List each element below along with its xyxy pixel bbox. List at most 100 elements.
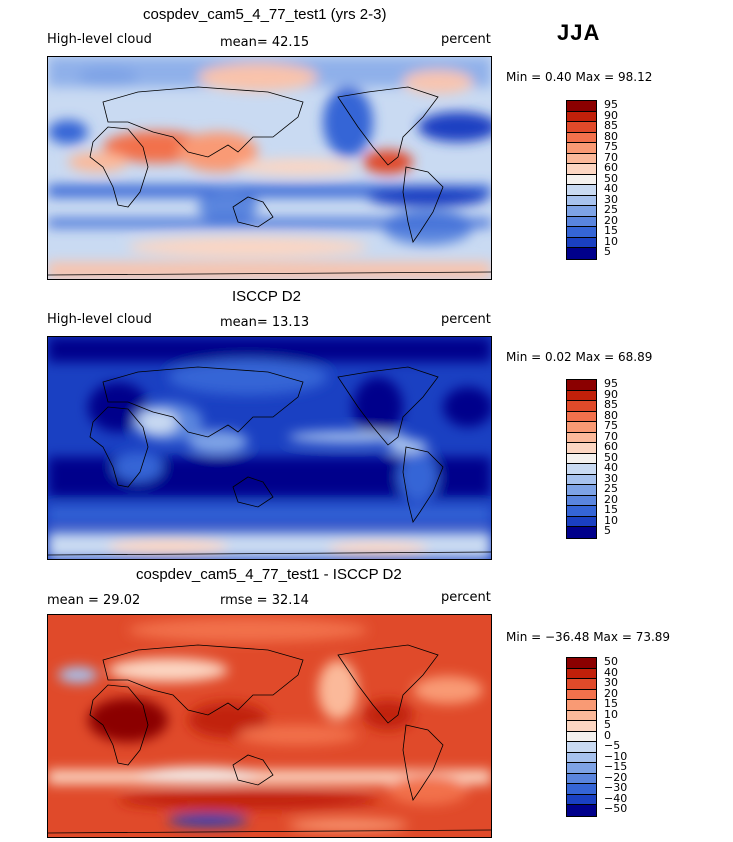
colorbar-label: −50 xyxy=(604,802,628,815)
colorbar-label: 50 xyxy=(604,450,618,464)
colorbar-label: 40 xyxy=(604,665,618,679)
colorbar-label: 15 xyxy=(604,697,618,710)
colorbar-swatch xyxy=(567,216,596,227)
colorbar-label: 40 xyxy=(604,461,618,474)
colorbar-label: 90 xyxy=(604,108,618,122)
colorbar-swatch xyxy=(567,164,596,175)
panel-3-minmax: Min = −36.48 Max = 73.89 xyxy=(506,630,671,644)
colorbar-swatch xyxy=(567,474,596,485)
panel-1-mean: mean= 42.15 xyxy=(220,35,310,50)
colorbar-label: 30 xyxy=(604,676,618,689)
panel-3-mean: mean = 29.02 xyxy=(47,593,141,608)
colorbar-label: 5 xyxy=(604,718,611,731)
panel-2-title: ISCCP D2 xyxy=(232,288,301,305)
panel-3-colorbar-labels: 50 40 30 20 15 10 5 0 −5 −10 −15 −20 −30… xyxy=(604,656,628,815)
season-label: JJA xyxy=(557,20,601,45)
panel-3-map-svg xyxy=(48,615,491,837)
colorbar-swatch xyxy=(567,464,596,475)
colorbar-label: 50 xyxy=(604,171,618,185)
colorbar-label: 80 xyxy=(604,408,618,422)
colorbar-swatch xyxy=(567,527,596,538)
colorbar-swatch xyxy=(567,731,596,742)
colorbar-label: 95 xyxy=(604,377,618,390)
colorbar-swatch xyxy=(567,721,596,732)
colorbar-label: −10 xyxy=(604,749,628,763)
colorbar-swatch xyxy=(567,206,596,217)
colorbar-swatch xyxy=(567,805,596,816)
colorbar-label: 25 xyxy=(604,203,618,216)
colorbar-swatch xyxy=(567,401,596,412)
colorbar-label: 60 xyxy=(604,161,618,174)
colorbar-label: −20 xyxy=(604,770,628,784)
colorbar-swatch xyxy=(567,453,596,464)
colorbar-label: 30 xyxy=(604,192,618,206)
colorbar-label: 10 xyxy=(604,513,618,527)
colorbar-swatch xyxy=(567,380,596,391)
colorbar-label: 5 xyxy=(604,524,611,537)
colorbar-label: 60 xyxy=(604,440,618,453)
colorbar-label: 10 xyxy=(604,707,618,721)
panel-3-colorbar xyxy=(566,657,597,817)
panel-1-left-label: High-level cloud xyxy=(47,32,152,47)
colorbar-swatch xyxy=(567,784,596,795)
colorbar-swatch xyxy=(567,485,596,496)
colorbar-label: 70 xyxy=(604,429,618,443)
panel-2-left-label: High-level cloud xyxy=(47,312,152,327)
colorbar-label: 85 xyxy=(604,119,618,132)
colorbar-swatch xyxy=(567,495,596,506)
colorbar-swatch xyxy=(567,516,596,527)
colorbar-swatch xyxy=(567,174,596,185)
panel-1-map-svg xyxy=(48,57,491,279)
colorbar-label: 20 xyxy=(604,213,618,227)
colorbar-swatch xyxy=(567,237,596,248)
panel-2-minmax: Min = 0.02 Max = 68.89 xyxy=(506,350,653,364)
colorbar-label: −15 xyxy=(604,760,628,773)
panel-1-minmax: Min = 0.40 Max = 98.12 xyxy=(506,70,653,84)
panel-1-title: cospdev_cam5_4_77_test1 (yrs 2-3) xyxy=(143,6,387,23)
colorbar-swatch xyxy=(567,752,596,763)
colorbar-swatch xyxy=(567,111,596,122)
panel-2-map xyxy=(47,336,492,560)
colorbar-swatch xyxy=(567,700,596,711)
panel-3-title: cospdev_cam5_4_77_test1 - ISCCP D2 xyxy=(136,566,402,583)
panel-3-units: percent xyxy=(441,590,491,605)
panel-2-map-svg xyxy=(48,337,491,559)
colorbar-swatch xyxy=(567,153,596,164)
colorbar-label: 10 xyxy=(604,234,618,248)
colorbar-label: 40 xyxy=(604,182,618,195)
colorbar-swatch xyxy=(567,794,596,805)
colorbar-swatch xyxy=(567,227,596,238)
colorbar-label: 0 xyxy=(604,728,611,742)
colorbar-swatch xyxy=(567,143,596,154)
panel-2-units: percent xyxy=(441,312,491,327)
colorbar-swatch xyxy=(567,773,596,784)
colorbar-swatch xyxy=(567,432,596,443)
colorbar-label: 75 xyxy=(604,140,618,153)
panel-3-map xyxy=(47,614,492,838)
colorbar-label: 85 xyxy=(604,398,618,411)
colorbar-label: −5 xyxy=(604,739,621,752)
colorbar-swatch xyxy=(567,411,596,422)
colorbar-swatch xyxy=(567,506,596,517)
colorbar-swatch xyxy=(567,390,596,401)
panel-1-colorbar xyxy=(566,100,597,260)
colorbar-swatch xyxy=(567,710,596,721)
colorbar-label: 5 xyxy=(604,245,611,258)
colorbar-label: −30 xyxy=(604,781,628,794)
colorbar-label: 90 xyxy=(604,387,618,401)
colorbar-label: 70 xyxy=(604,150,618,164)
colorbar-label: 75 xyxy=(604,419,618,432)
colorbar-swatch xyxy=(567,679,596,690)
colorbar-label: 20 xyxy=(604,686,618,700)
colorbar-label: 30 xyxy=(604,471,618,485)
colorbar-swatch xyxy=(567,668,596,679)
colorbar-label: 80 xyxy=(604,129,618,143)
panel-2-colorbar-labels: 95 90 85 80 75 70 60 50 40 30 25 20 15 1… xyxy=(604,377,618,537)
colorbar-swatch xyxy=(567,689,596,700)
panel-3-rmse: rmse = 32.14 xyxy=(220,593,309,608)
colorbar-label: 15 xyxy=(604,224,618,237)
colorbar-swatch xyxy=(567,132,596,143)
colorbar-swatch xyxy=(567,195,596,206)
colorbar-label: 15 xyxy=(604,503,618,516)
colorbar-label: 20 xyxy=(604,492,618,506)
